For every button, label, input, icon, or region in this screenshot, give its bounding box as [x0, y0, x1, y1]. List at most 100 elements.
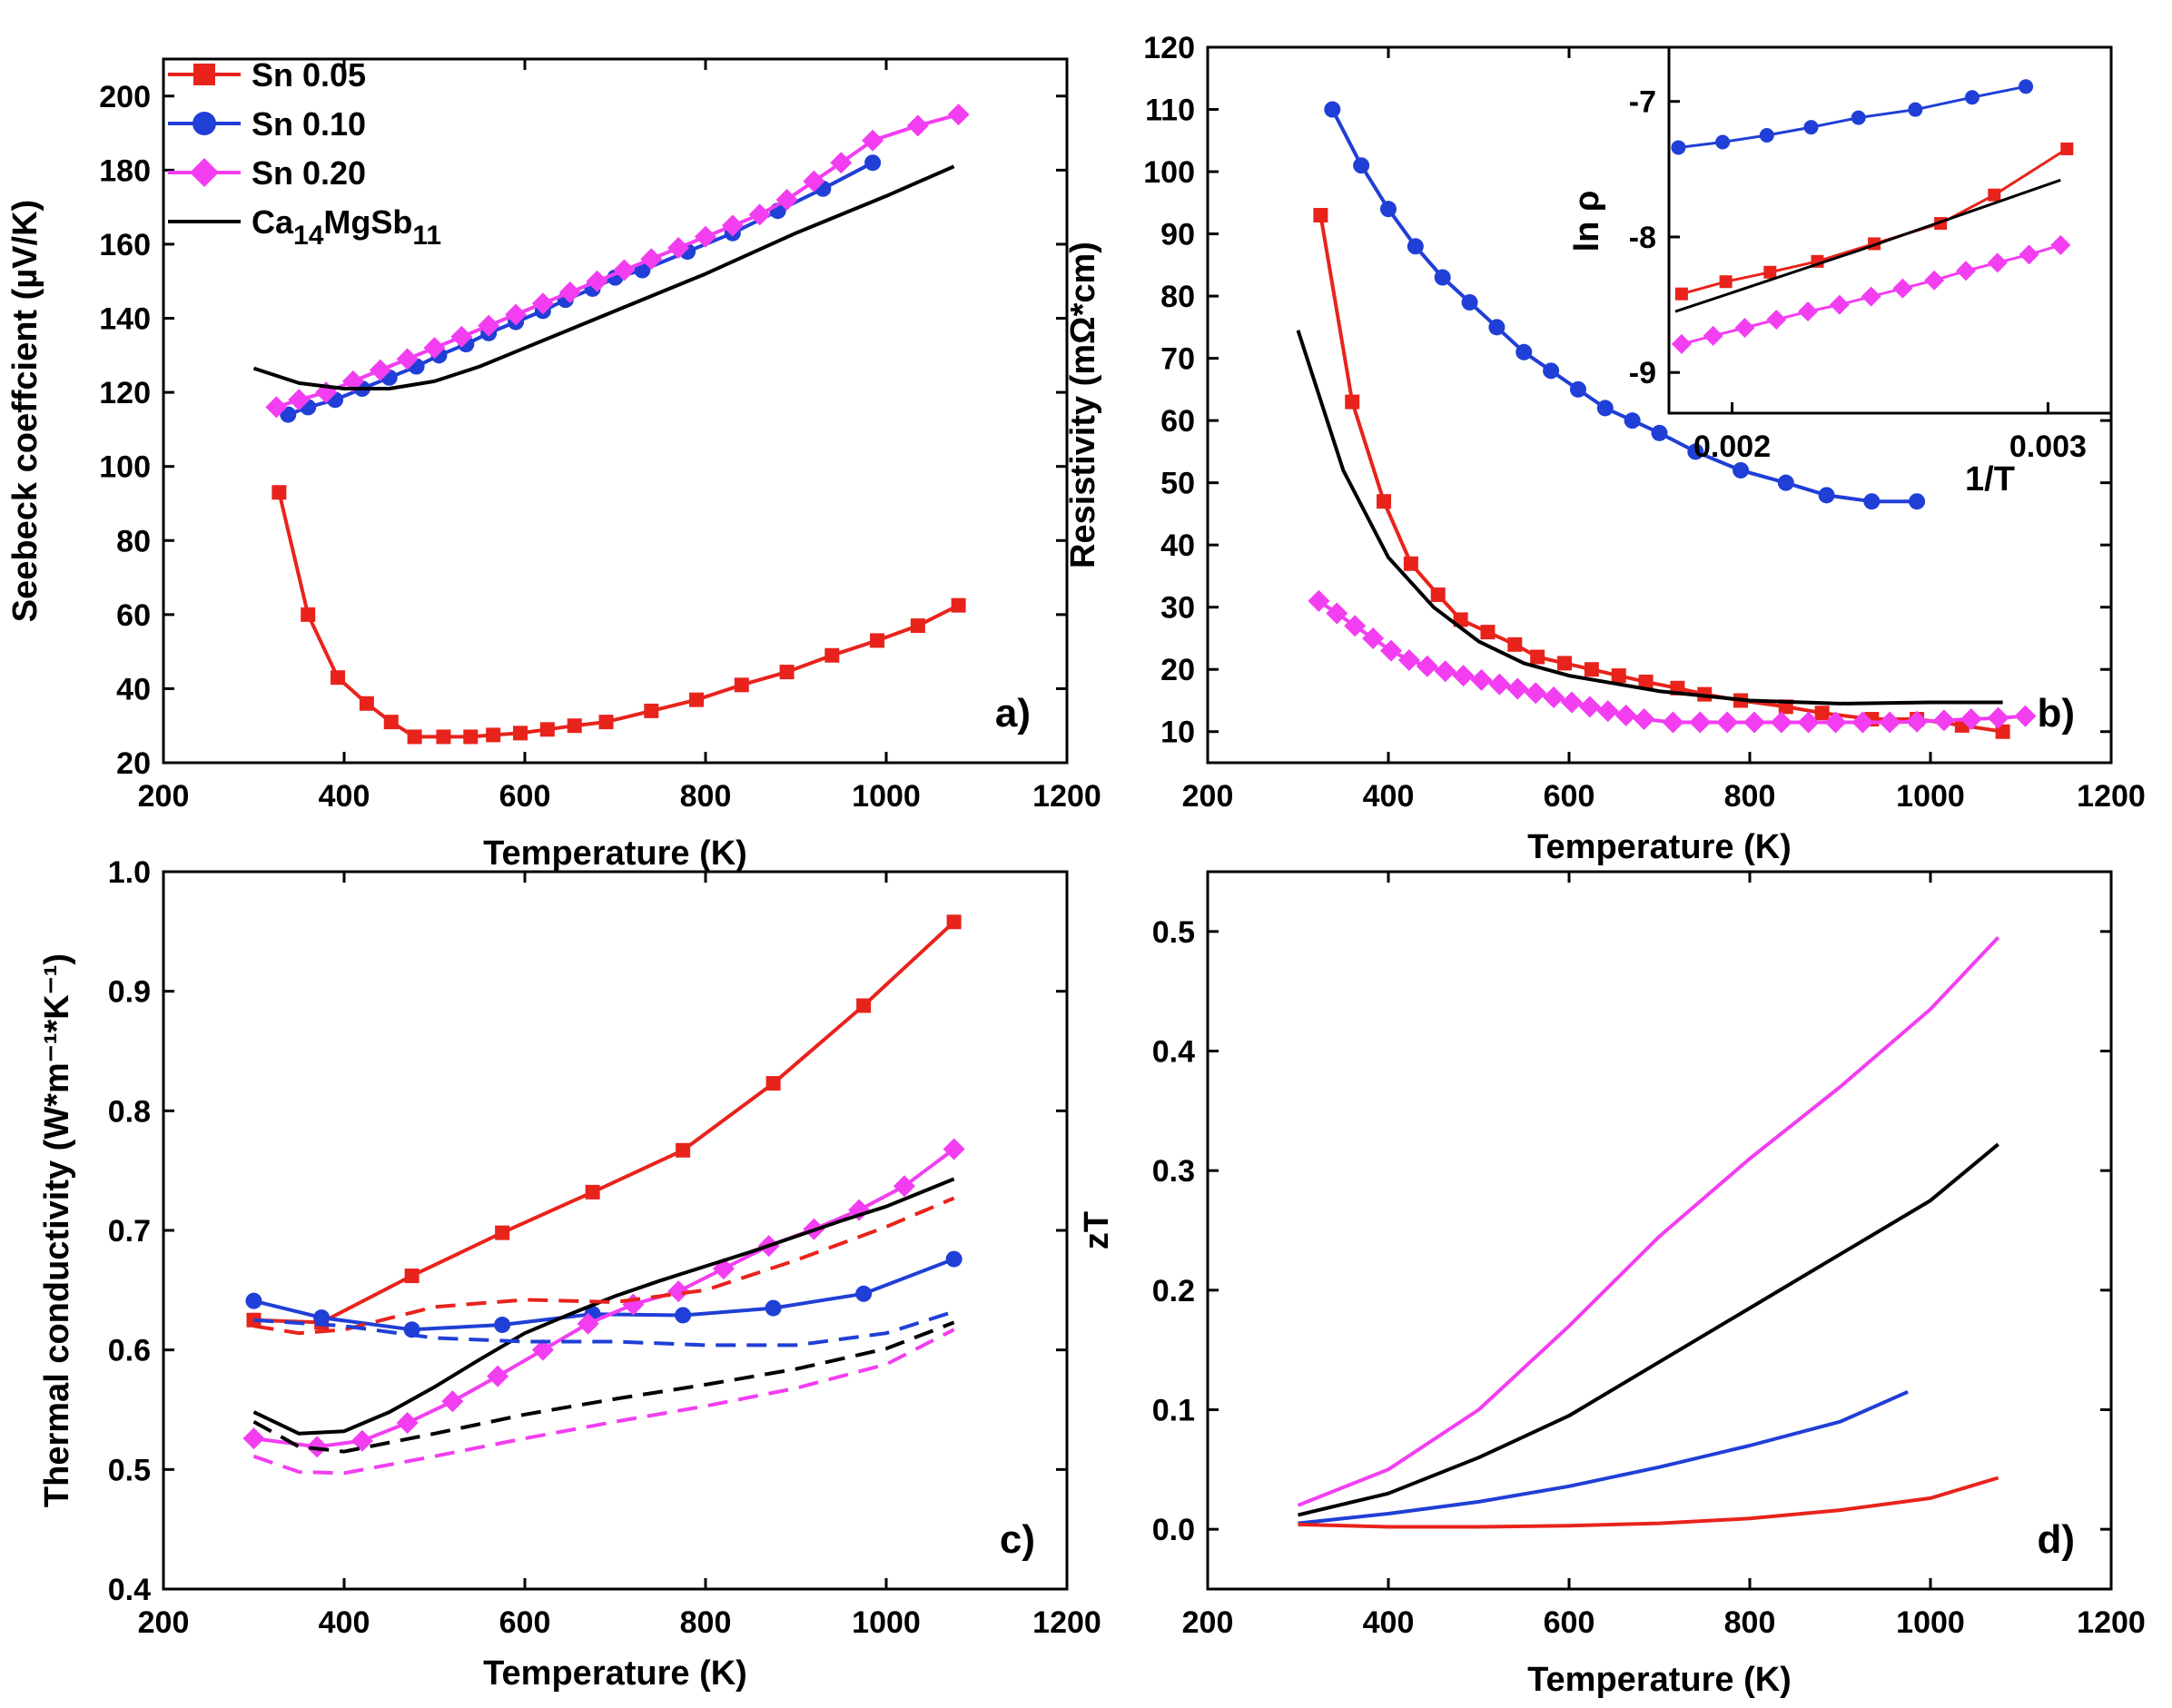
data-point-sn010	[1488, 319, 1506, 336]
y-tick-label: 0.2	[1152, 1274, 1195, 1308]
series-line-sn020	[1297, 936, 2000, 1507]
y-tick-label: 140	[99, 302, 151, 337]
data-point-sn020	[1960, 708, 1982, 731]
data-point-sn020	[640, 248, 663, 271]
data-point-sn010	[1759, 128, 1774, 143]
legend-label-sn010: Sn 0.10	[252, 105, 366, 143]
data-point-sn020	[1851, 711, 1874, 734]
data-point-sn010	[1863, 493, 1881, 510]
data-point-sn010	[1324, 101, 1341, 118]
data-point-sn020	[1362, 627, 1385, 649]
data-point-sn020	[1416, 655, 1438, 677]
data-point-sn010	[1624, 412, 1641, 429]
data-point-sn020	[341, 370, 364, 392]
data-point-sn005	[689, 692, 705, 707]
x-tick-label: 1000	[852, 1605, 921, 1640]
data-point-sn010	[1687, 443, 1704, 460]
x-tick-label: 1000	[1896, 779, 1965, 814]
data-point-sn020	[1452, 665, 1475, 687]
x-tick-label: 600	[1544, 1605, 1595, 1640]
data-point-sn005	[1674, 287, 1688, 301]
x-tick-label: 1200	[2077, 779, 2146, 814]
data-point-sn010	[1515, 343, 1533, 360]
legend-text: Ca	[252, 203, 294, 241]
series-line-ref	[1296, 330, 2003, 706]
y-tick-label: 160	[99, 228, 151, 262]
data-point-sn005	[495, 1225, 510, 1240]
series-line-sn005	[253, 920, 955, 1325]
data-point-sn020	[721, 214, 744, 237]
data-point-sn005	[946, 914, 962, 930]
data-point-sn020	[558, 281, 581, 303]
data-point-sn005	[779, 665, 795, 680]
data-point-sn010	[765, 1299, 782, 1317]
data-point-sn020	[1955, 261, 1976, 281]
plot-frame	[162, 57, 1069, 765]
data-point-sn020	[306, 1436, 329, 1458]
y-tick-label: 0.5	[1152, 915, 1195, 950]
data-point-sn020	[1734, 317, 1755, 338]
data-point-sn020	[1829, 294, 1850, 315]
data-point-sn005	[824, 647, 840, 663]
y-tick-label: 40	[116, 672, 151, 706]
data-point-sn005	[272, 485, 287, 500]
series-line-ref-dashed	[252, 1320, 955, 1454]
y-tick-label: -8	[1629, 221, 1656, 255]
plot-frame	[1667, 45, 2113, 415]
x-tick-label: 800	[1724, 779, 1776, 814]
panel-d: 200 400 600 800 1000 1200 0.0 0.1 0.2 0.3 0.4 0.5 Te…	[1078, 870, 2146, 1699]
series-line-ref	[252, 1177, 955, 1436]
data-point-sn020	[695, 225, 716, 248]
data-point-sn020	[2050, 234, 2071, 255]
data-point-sn005	[951, 597, 966, 613]
data-point-sn005	[1638, 674, 1654, 689]
x-tick-label: 1200	[2077, 1605, 2146, 1640]
data-point-sn020	[1892, 278, 1913, 299]
x-tick-label: 1200	[1032, 1605, 1101, 1640]
x-tick-label: 800	[680, 1605, 732, 1640]
data-point-sn005	[1530, 649, 1545, 665]
data-point-sn005	[870, 633, 885, 648]
data-point-sn010	[945, 1250, 963, 1268]
x-tick-label: 600	[499, 1605, 551, 1640]
y-axis-label: zT	[1078, 1211, 1116, 1249]
data-point-sn005	[1584, 662, 1599, 677]
legend-marker-sn010	[193, 112, 216, 135]
panel-c: 200 400 600 800 1000 1200 0.4 0.5 0.6 0.7 0.8 0.9 1.…	[38, 855, 1101, 1693]
data-point-sn010	[1651, 424, 1668, 441]
data-point-sn020	[2014, 705, 2037, 727]
data-point-sn010	[1851, 110, 1866, 125]
y-tick-label: 0.3	[1152, 1154, 1195, 1189]
data-point-sn020	[830, 152, 853, 174]
panel-label: a)	[995, 691, 1031, 736]
x-axis-label: 1/T	[1965, 460, 2015, 499]
data-point-sn005	[1763, 265, 1777, 279]
data-point-sn005	[301, 607, 316, 622]
data-point-sn020	[396, 348, 419, 370]
data-point-sn020	[1434, 660, 1456, 683]
legend-marker-sn005	[193, 64, 215, 85]
data-point-sn005	[1557, 656, 1573, 671]
y-tick-label: 40	[1160, 528, 1195, 563]
data-point-sn020	[1308, 589, 1330, 612]
data-point-sn020	[947, 104, 970, 126]
x-tick-label: 800	[1724, 1605, 1776, 1640]
panel-b_inset: 0.002 0.003 -9 -8 -7 1/T ln ρ	[1568, 45, 2113, 499]
data-point-sn020	[613, 259, 636, 281]
data-point-sn020	[441, 1390, 464, 1413]
y-tick-label: 10	[1160, 716, 1195, 750]
x-tick-label: 200	[1182, 779, 1234, 814]
y-tick-label: 80	[1160, 280, 1195, 314]
data-point-sn020	[1470, 668, 1493, 691]
x-tick-label: 600	[499, 779, 551, 814]
series-line-sn010-dashed	[253, 1309, 955, 1348]
y-tick-label: 0.9	[108, 975, 151, 1010]
data-point-sn020	[1703, 325, 1723, 346]
y-tick-label: 200	[99, 80, 151, 114]
data-point-sn010	[1434, 269, 1451, 286]
y-tick-label: 0.1	[1152, 1394, 1195, 1428]
data-point-sn010	[245, 1292, 262, 1309]
panel-b: 200 400 600 800 1000 1200 10 20 30 40 50 60 70 80 90 10…	[1064, 31, 2146, 866]
data-point-sn005	[2060, 142, 2074, 155]
